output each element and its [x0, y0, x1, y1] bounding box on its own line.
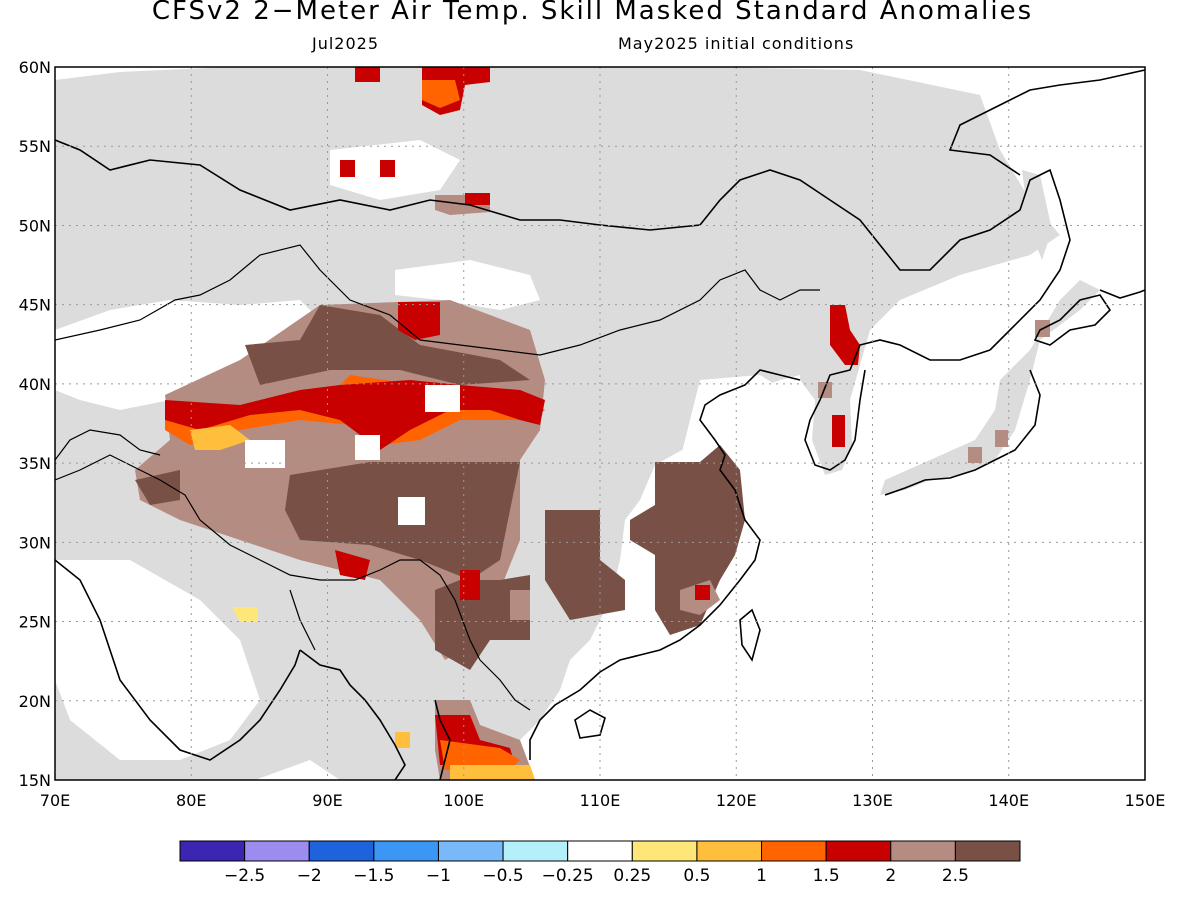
legend-swatch [244, 840, 310, 862]
anomaly-southwest-china [435, 510, 625, 670]
y-tick-label: 40N [19, 375, 51, 394]
x-tick-label: 150E [1125, 791, 1166, 810]
legend-label: 2 [885, 866, 896, 886]
national-borders [55, 244, 820, 711]
legend-label: −2.5 [224, 866, 265, 886]
legend-label: 1 [756, 866, 767, 886]
legend-swatch [631, 840, 698, 862]
legend-swatch [890, 840, 956, 862]
legend-label: 0.25 [613, 866, 651, 886]
legend-color-boxes [179, 840, 1021, 862]
x-tick-label: 140E [988, 791, 1029, 810]
x-tick-label: 70E [40, 791, 70, 810]
legend-label: 2.5 [942, 866, 969, 886]
y-tick-label: 45N [19, 296, 51, 315]
legend-swatch [954, 840, 1021, 862]
legend-label: 0.5 [683, 866, 710, 886]
anomaly-siberia [340, 67, 490, 215]
legend-label: −0.25 [542, 866, 594, 886]
anomaly-indochina [395, 700, 535, 780]
y-axis-ticks: 15N 20N 25N 30N 35N 40N 45N 50N 55N 60N [19, 58, 51, 790]
y-tick-label: 30N [19, 533, 51, 552]
y-tick-label: 55N [19, 137, 51, 156]
y-tick-label: 50N [19, 216, 51, 235]
white-patch-mongolia [395, 260, 540, 310]
anomaly-korea-manchuria [818, 305, 1050, 463]
legend-swatch [502, 840, 569, 862]
legend-swatch [437, 840, 504, 862]
legend-label: −0.5 [482, 866, 523, 886]
legend-swatch [761, 840, 827, 862]
coastlines [55, 69, 1145, 780]
legend-swatch [825, 840, 892, 862]
anomaly-india-patch [232, 607, 258, 622]
legend-swatch [373, 840, 439, 862]
white-patch-west [55, 300, 320, 410]
y-tick-label: 35N [19, 454, 51, 473]
legend-label: −1 [426, 866, 451, 886]
legend-swatch [179, 840, 246, 862]
land-mass-sakhalin [1022, 170, 1052, 260]
x-tick-label: 130E [852, 791, 893, 810]
y-tick-label: 20N [19, 692, 51, 711]
anomaly-tibet-region [135, 300, 545, 660]
x-tick-label: 90E [312, 791, 342, 810]
anomaly-shading [55, 67, 1100, 780]
x-tick-label: 120E [716, 791, 757, 810]
legend-label: −1.5 [353, 866, 394, 886]
x-axis-ticks: 70E 80E 90E 100E 110E 120E 130E 140E 150E [40, 791, 1166, 810]
legend-swatch [696, 840, 763, 862]
init-conditions-label: May2025 initial conditions [618, 34, 855, 53]
x-tick-label: 80E [176, 791, 206, 810]
map-title: CFSv2 2−Meter Air Temp. Skill Masked Sta… [151, 0, 1034, 26]
y-tick-label: 15N [19, 771, 51, 790]
legend-swatch [308, 840, 375, 862]
land-mass-mainland [55, 67, 1060, 780]
x-tick-label: 100E [443, 791, 484, 810]
x-tick-label: 110E [580, 791, 621, 810]
valid-month-label: Jul2025 [312, 34, 380, 53]
legend-swatch [567, 840, 633, 862]
y-tick-label: 60N [19, 58, 51, 77]
y-tick-label: 25N [19, 613, 51, 632]
legend-tick-labels: −2.5 −2 −1.5 −1 −0.5 −0.25 0.25 0.5 1 1.5 2 2.5 [224, 866, 969, 886]
white-patch-india [55, 560, 260, 760]
legend-label: 1.5 [813, 866, 840, 886]
anomaly-east-china [630, 445, 745, 635]
map-frame [54, 66, 1146, 781]
legend-label: −2 [297, 866, 322, 886]
